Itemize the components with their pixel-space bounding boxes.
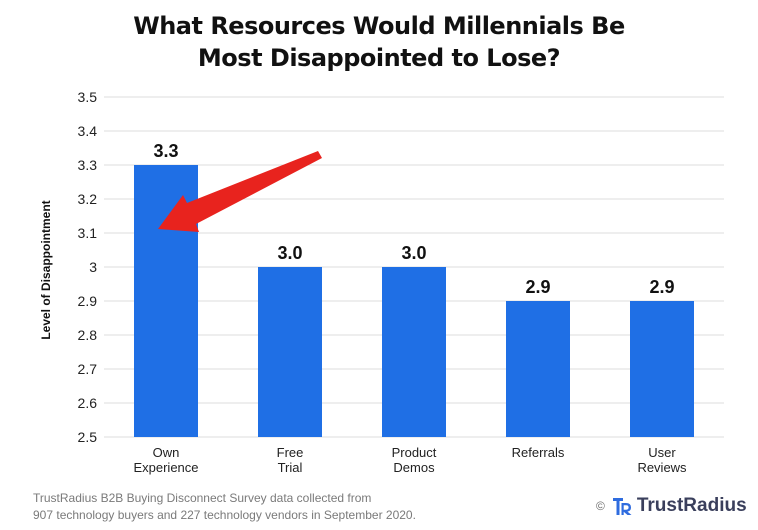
x-tick-label: User Reviews <box>637 445 687 475</box>
y-tick-label: 2.8 <box>78 327 98 343</box>
x-tick-label: Own Experience <box>133 445 198 475</box>
bar-value-label: 3.3 <box>153 141 178 161</box>
bar <box>382 267 446 437</box>
x-tick-label: Referrals <box>512 445 565 460</box>
y-tick-label: 3.2 <box>78 191 98 207</box>
bar-value-label: 2.9 <box>649 277 674 297</box>
source-note: TrustRadius B2B Buying Disconnect Survey… <box>33 490 416 524</box>
bar <box>506 301 570 437</box>
y-tick-label: 2.6 <box>78 395 98 411</box>
annotation-arrow <box>158 151 322 232</box>
brand-logo: © TrustRadius <box>596 494 747 518</box>
bar-value-label: 2.9 <box>525 277 550 297</box>
y-tick-label: 2.7 <box>78 361 98 377</box>
source-note-line-1: TrustRadius B2B Buying Disconnect Survey… <box>33 491 372 505</box>
bar <box>630 301 694 437</box>
bar <box>258 267 322 437</box>
y-tick-label: 3.3 <box>78 157 98 173</box>
x-tick-label: Product Demos <box>392 445 437 475</box>
chart-title-line-2: Most Disappointed to Lose? <box>197 44 561 72</box>
y-axis-label: Level of Disappointment <box>39 200 53 339</box>
chart-title-line-1: What Resources Would Millennials Be <box>133 12 625 40</box>
y-tick-label: 2.9 <box>78 293 98 309</box>
copyright-symbol: © <box>596 499 605 513</box>
bar-value-label: 3.0 <box>401 243 426 263</box>
brand-name: TrustRadius <box>636 495 747 516</box>
y-tick-label: 2.5 <box>78 429 98 445</box>
y-tick-label: 3.1 <box>78 225 98 241</box>
source-note-line-2: 907 technology buyers and 227 technology… <box>33 508 416 522</box>
trustradius-logo-icon <box>612 498 632 515</box>
y-tick-label: 3.4 <box>78 123 98 139</box>
y-tick-label: 3.5 <box>78 89 98 105</box>
x-tick-label: Free Trial <box>277 445 304 475</box>
bar-value-label: 3.0 <box>277 243 302 263</box>
y-tick-label: 3 <box>89 259 97 275</box>
